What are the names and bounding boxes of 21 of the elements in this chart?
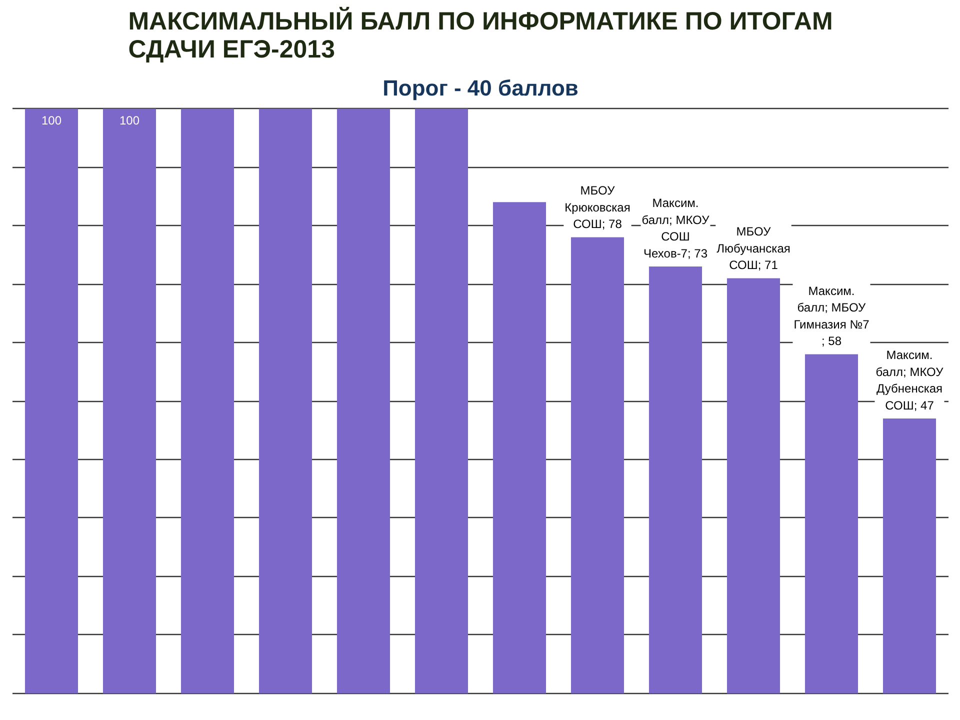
data-label: МБОУ Любучанская СОШ; 71 bbox=[716, 224, 790, 272]
bar bbox=[882, 418, 936, 694]
chart-title: МАКСИМАЛЬНЫЙ БАЛЛ ПО ИНФОРМАТИКЕ ПО ИТОГАМ СДАЧИ ЕГЭ-2013 bbox=[128, 6, 833, 64]
bar bbox=[726, 278, 780, 694]
bar bbox=[648, 266, 702, 694]
chart-subtitle: Порог - 40 баллов bbox=[382, 76, 578, 100]
data-label: 100 bbox=[119, 114, 140, 128]
data-label: Максим. балл; МКОУ СОШ Чехов-7; 73 bbox=[642, 196, 710, 260]
bar bbox=[492, 202, 546, 694]
bar bbox=[24, 108, 78, 694]
data-label: МБОУ Крюковская СОШ; 78 bbox=[564, 184, 630, 232]
bar bbox=[180, 108, 234, 694]
data-label: Максим. балл; МКОУ Дубненская СОШ; 47 bbox=[876, 348, 944, 413]
bar bbox=[258, 108, 312, 694]
data-label: Максим. балл; МБОУ Гимназия №7 ; 58 bbox=[794, 284, 870, 348]
bar bbox=[102, 108, 156, 694]
data-label: 100 bbox=[41, 114, 62, 128]
bar bbox=[336, 108, 390, 694]
bar bbox=[414, 108, 468, 694]
bar bbox=[804, 354, 858, 694]
bar bbox=[570, 237, 624, 694]
